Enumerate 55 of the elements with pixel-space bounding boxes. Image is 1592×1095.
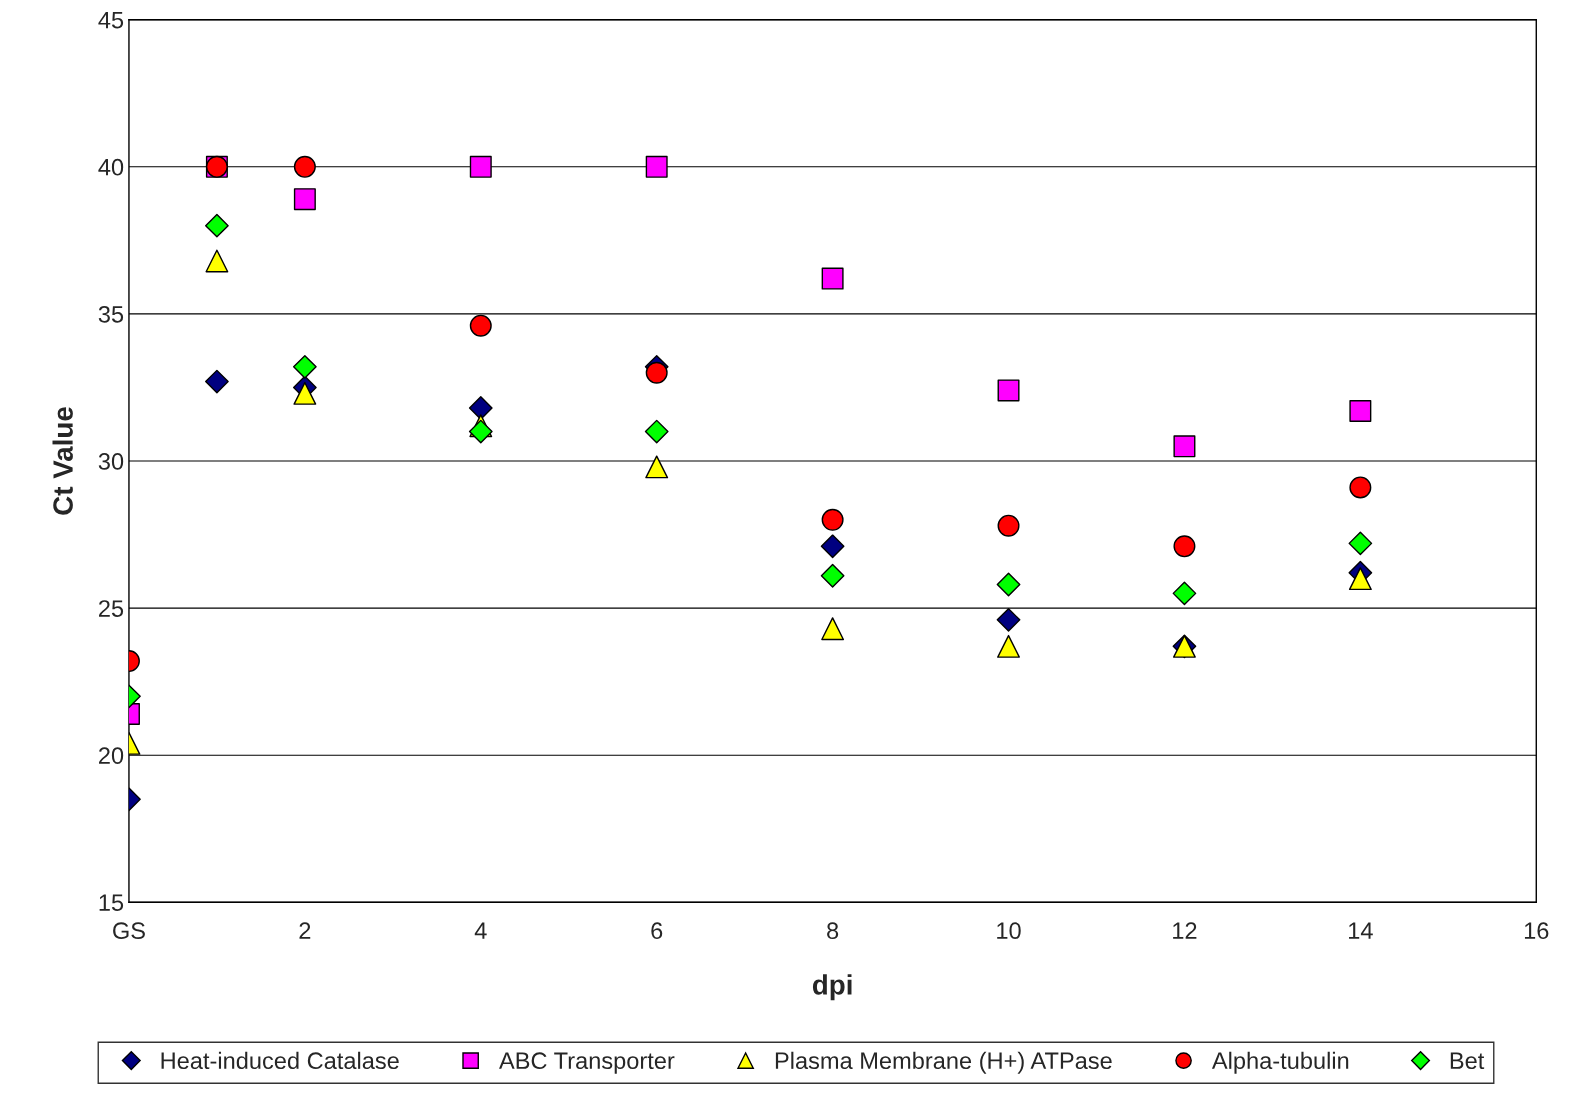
- x-tick-label: 2: [299, 922, 311, 939]
- x-tick-label: 14: [1349, 922, 1373, 939]
- point: [996, 572, 1021, 597]
- point: [292, 354, 317, 379]
- point: [644, 419, 669, 444]
- point: [293, 188, 316, 211]
- point: [997, 379, 1020, 402]
- legend-label: Bet: [1450, 1052, 1485, 1070]
- point: [1349, 476, 1372, 499]
- y-tick-label: 30: [98, 453, 124, 470]
- x-tick-label: 10: [997, 922, 1021, 940]
- point: [1173, 535, 1196, 558]
- point: [821, 508, 844, 531]
- point: [997, 634, 1020, 658]
- point: [821, 267, 844, 290]
- point: [996, 607, 1021, 632]
- y-axis-title: Ct Value: [52, 407, 73, 515]
- point: [645, 455, 669, 479]
- x-tick-label: 12: [1173, 922, 1197, 939]
- legend-label: Plasma Membrane (H+) ATPase: [775, 1051, 1112, 1074]
- point: [1348, 567, 1372, 591]
- x-axis-title: dpi: [812, 974, 852, 1001]
- point: [820, 563, 845, 588]
- point: [468, 419, 493, 444]
- legend-label: ABC Transporter: [499, 1052, 675, 1074]
- x-tick-label: GS: [113, 922, 145, 940]
- point: [1172, 581, 1197, 606]
- point: [1348, 531, 1373, 556]
- point: [469, 155, 492, 178]
- x-tick-label: 4: [474, 922, 487, 939]
- y-tick-label: 15: [99, 894, 124, 912]
- point: [205, 249, 229, 273]
- y-tick-label: 40: [98, 158, 124, 176]
- x-tick-label: 16: [1524, 922, 1549, 940]
- point: [293, 381, 317, 405]
- point: [1349, 399, 1372, 422]
- point: [821, 617, 845, 641]
- legend-label: Heat-induced Catalase: [161, 1051, 399, 1070]
- point: [645, 361, 668, 384]
- point: [293, 155, 316, 178]
- x-tick-label: 8: [827, 922, 839, 940]
- y-tick-label: 35: [98, 305, 124, 323]
- point: [205, 369, 229, 394]
- point: [820, 534, 845, 559]
- point: [1173, 435, 1196, 458]
- point: [997, 514, 1020, 537]
- legend-label: Alpha-tubulin: [1211, 1051, 1349, 1074]
- point: [468, 396, 493, 420]
- y-tick-label: 25: [99, 600, 124, 617]
- point: [645, 155, 668, 178]
- x-tick-label: 6: [651, 922, 663, 940]
- y-tick-label: 45: [98, 12, 124, 29]
- point: [205, 213, 229, 238]
- point: [469, 314, 492, 337]
- y-tick-label: 20: [99, 747, 124, 764]
